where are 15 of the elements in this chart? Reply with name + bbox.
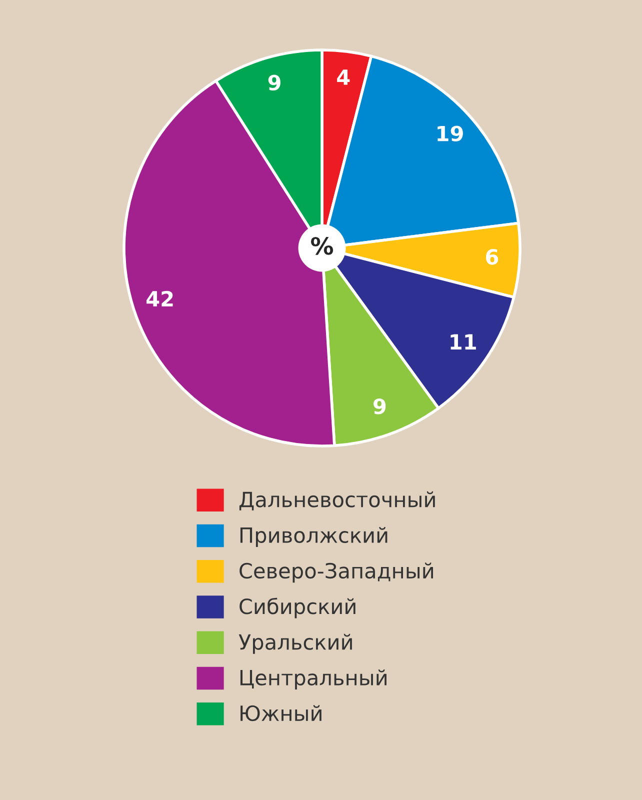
legend-label: Приволжский	[240, 526, 388, 548]
data-label: 11	[450, 334, 476, 350]
legend-label: Сибирский	[240, 598, 356, 618]
legend-label: Южный	[240, 705, 322, 722]
data-label: 42	[146, 290, 173, 306]
data-label: 4	[337, 70, 350, 85]
legend-label: Дальневосточный	[239, 491, 435, 510]
legend-label: Северо-Западный	[240, 562, 433, 583]
data-label: 19	[438, 126, 463, 142]
text: %	[310, 236, 334, 255]
legend-label: Уральский	[238, 634, 352, 654]
data-label: 6	[486, 249, 498, 265]
data-label: 9	[268, 74, 280, 91]
legend-label: Центральный	[240, 669, 386, 690]
data-label: 9	[374, 398, 386, 414]
